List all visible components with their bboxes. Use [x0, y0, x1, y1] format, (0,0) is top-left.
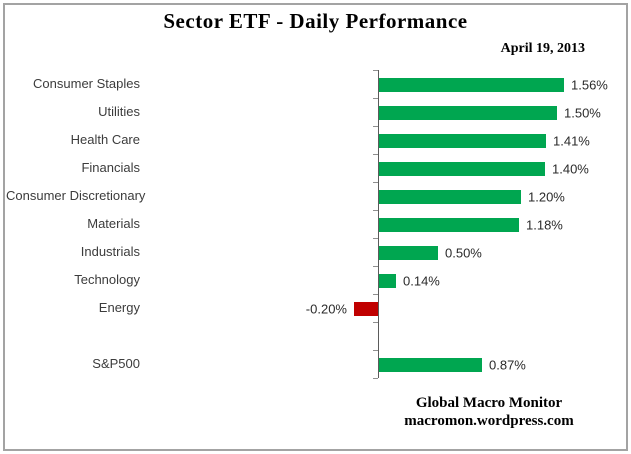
- category-label: Technology: [74, 272, 140, 287]
- bar: [379, 162, 545, 176]
- bar: [379, 190, 521, 204]
- axis-tick: [373, 154, 378, 155]
- category-label: Utilities: [98, 104, 140, 119]
- bar: [379, 134, 546, 148]
- axis-tick: [373, 266, 378, 267]
- bar: [379, 358, 482, 372]
- category-label: Consumer Staples: [33, 76, 140, 91]
- value-label: 1.50%: [564, 105, 601, 121]
- value-label: 1.20%: [528, 189, 565, 205]
- bar: [379, 246, 438, 260]
- axis-tick: [373, 238, 378, 239]
- axis-tick: [373, 322, 378, 323]
- bar: [354, 302, 378, 316]
- category-label: Energy: [98, 300, 140, 315]
- category-axis-line: [378, 70, 379, 378]
- axis-tick: [373, 182, 378, 183]
- category-label: Financials: [81, 160, 140, 175]
- category-label: Materials: [87, 216, 140, 231]
- chart-title: Sector ETF - Daily Performance: [163, 9, 468, 33]
- value-label: 1.18%: [526, 217, 563, 233]
- bar: [379, 78, 564, 92]
- chart-date: April 19, 2013: [500, 41, 585, 56]
- value-label: 1.40%: [552, 161, 589, 177]
- axis-tick: [373, 294, 378, 295]
- value-label: -0.20%: [305, 301, 347, 317]
- bar: [379, 274, 396, 288]
- value-label: 1.56%: [571, 77, 608, 93]
- axis-tick: [373, 70, 378, 71]
- axis-tick: [373, 126, 378, 127]
- attribution: Global Macro Monitor macromon.wordpress.…: [404, 394, 573, 430]
- bar: [379, 218, 519, 232]
- category-label: S&P500: [92, 356, 140, 371]
- axis-tick: [373, 378, 378, 379]
- bar: [379, 106, 557, 120]
- axis-tick: [373, 210, 378, 211]
- value-label: 0.87%: [489, 357, 526, 373]
- category-label: Consumer Discretionary: [6, 188, 146, 203]
- axis-tick: [373, 350, 378, 351]
- value-label: 0.50%: [445, 245, 482, 261]
- value-label: 1.41%: [553, 133, 590, 149]
- value-label: 0.14%: [403, 273, 440, 289]
- category-label: Industrials: [80, 244, 140, 259]
- axis-tick: [373, 98, 378, 99]
- attribution-url: macromon.wordpress.com: [404, 413, 574, 429]
- attribution-source: Global Macro Monitor: [415, 395, 563, 411]
- category-label: Health Care: [70, 132, 140, 147]
